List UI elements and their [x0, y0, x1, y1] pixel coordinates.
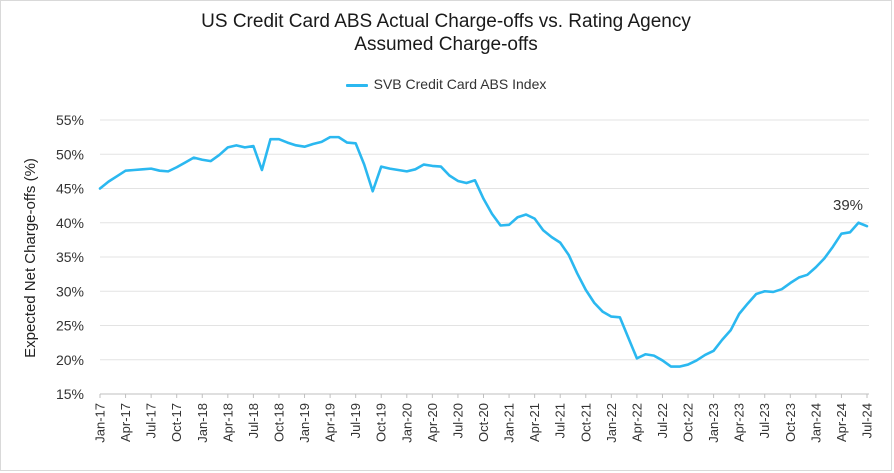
- x-tick-label: Apr-23: [732, 403, 747, 442]
- x-tick-label: Jul-19: [348, 403, 363, 438]
- x-tick-label: Jul-22: [655, 403, 670, 438]
- y-tick-label: 35%: [56, 249, 84, 265]
- x-tick-label: Jul-20: [450, 403, 465, 438]
- y-tick-label: 40%: [56, 215, 84, 231]
- x-tick-label: Jul-17: [144, 403, 159, 438]
- y-tick-label: 20%: [56, 352, 84, 368]
- y-tick-label: 55%: [56, 112, 84, 128]
- x-tick-label: Apr-22: [629, 403, 644, 442]
- x-tick-label: Jan-19: [297, 403, 312, 443]
- x-tick-label: Jul-21: [553, 403, 568, 438]
- y-tick-label: 30%: [56, 283, 84, 299]
- x-tick-label: Apr-19: [323, 403, 338, 442]
- x-tick-label: Oct-21: [578, 403, 593, 442]
- x-tick-label: Oct-17: [169, 403, 184, 442]
- x-tick-label: Oct-22: [681, 403, 696, 442]
- x-tick-label: Apr-20: [425, 403, 440, 442]
- legend-swatch: [345, 83, 368, 87]
- x-tick-label: Oct-23: [783, 403, 798, 442]
- x-tick-label: Oct-19: [374, 403, 389, 442]
- x-tick-label: Jul-18: [246, 403, 261, 438]
- y-tick-label: 50%: [56, 146, 84, 162]
- series-line-svb-credit-card-abs-index: [98, 135, 869, 368]
- x-tick-label: Jan-21: [502, 403, 517, 443]
- chart-title: US Credit Card ABS Actual Charge-offs vs…: [1, 10, 891, 56]
- x-tick-label: Jan-18: [195, 403, 210, 443]
- legend-label: SVB Credit Card ABS Index: [373, 76, 547, 92]
- y-tick-label: 25%: [56, 318, 84, 334]
- x-tick-label: Jan-24: [808, 403, 823, 443]
- x-tick-label: Jul-23: [757, 403, 772, 438]
- y-axis-label: Expected Net Charge-offs (%): [22, 158, 39, 358]
- y-tick-label: 45%: [56, 181, 84, 197]
- x-tick-label: Apr-17: [118, 403, 133, 442]
- chart-title-line-1: US Credit Card ABS Actual Charge-offs vs…: [201, 11, 691, 32]
- x-tick-label: Oct-18: [271, 403, 286, 442]
- x-tick-label: Apr-21: [527, 403, 542, 442]
- x-tick-label: Apr-24: [834, 403, 849, 442]
- x-tick-label: Apr-18: [220, 403, 235, 442]
- x-tick-label: Oct-20: [476, 403, 491, 442]
- x-tick-label: Jan-23: [706, 403, 721, 443]
- x-tick-label: Jan-20: [399, 403, 414, 443]
- annotation-last-value: 39%: [833, 197, 863, 214]
- x-tick-label: Jan-17: [93, 403, 108, 443]
- legend: SVB Credit Card ABS Index: [1, 76, 891, 92]
- y-tick-label: 15%: [56, 386, 84, 402]
- x-tick-label: Jul-24: [860, 403, 875, 438]
- chart-title-line-2: Assumed Charge-offs: [354, 34, 538, 55]
- x-tick-label: Jan-22: [604, 403, 619, 443]
